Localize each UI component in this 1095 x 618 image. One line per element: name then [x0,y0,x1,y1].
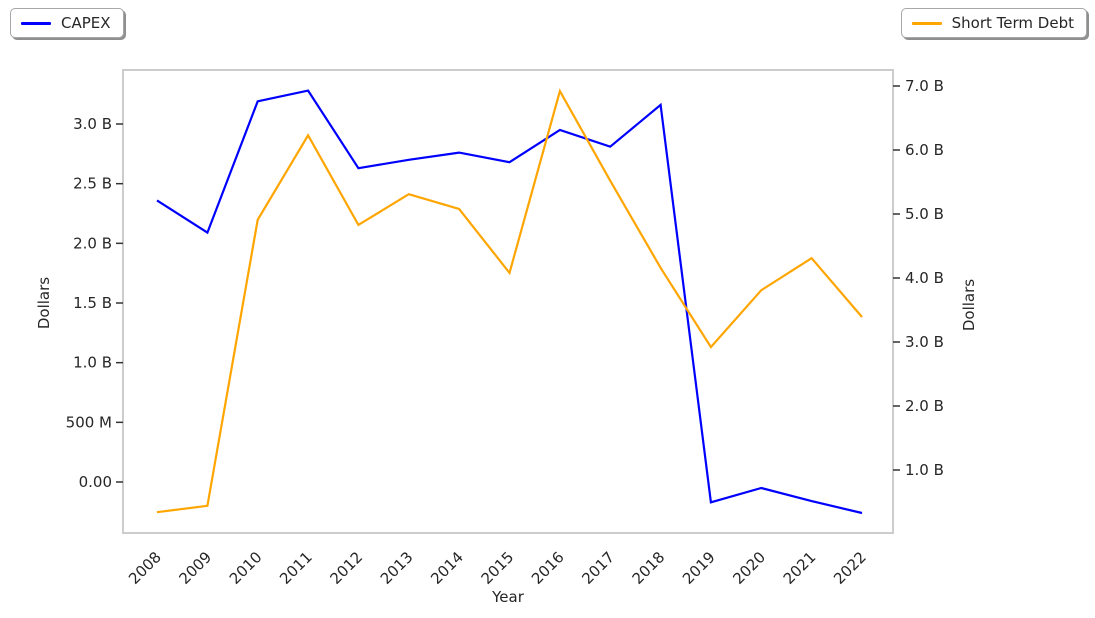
right-tick-label: 7.0 B [905,77,944,95]
x-tick-label: 2011 [276,548,316,588]
left-y-axis-label: Dollars [35,276,53,330]
right-tick-label: 3.0 B [905,333,944,351]
right-y-axis-label: Dollars [960,278,978,332]
x-tick-label: 2010 [226,548,266,588]
x-tick-label: 2022 [830,548,870,588]
plot-frame [122,69,894,534]
legend-capex-label: CAPEX [61,14,111,32]
series-line-short-term-debt [156,88,863,514]
x-tick-label: 2015 [478,548,518,588]
legend-capex: CAPEX [10,8,124,38]
x-tick-label: 2018 [629,548,669,588]
x-tick-label: 2008 [125,548,165,588]
x-tick-label: 2013 [377,548,417,588]
x-tick-label: 2021 [780,548,820,588]
left-tick-label: 1.0 B [73,354,112,372]
legend-short-term-debt: Short Term Debt [900,8,1087,38]
legend-short-term-debt-label: Short Term Debt [951,14,1074,32]
left-tick-label: 500 M [66,413,112,431]
x-tick-label: 2019 [679,548,719,588]
x-tick-label: 2014 [427,548,467,588]
left-tick-label: 1.5 B [73,294,112,312]
short-term-debt-line-sample [911,21,942,25]
x-axis-label: Year [492,588,524,606]
right-tick-label: 4.0 B [905,269,944,287]
x-tick-label: 2012 [327,548,367,588]
left-tick-label: 2.0 B [73,234,112,252]
left-tick-label: 2.5 B [73,175,112,193]
x-tick-label: 2017 [578,548,618,588]
series-line-capex [156,89,863,515]
right-tick-label: 5.0 B [905,205,944,223]
x-tick-label: 2009 [175,548,215,588]
right-tick-label: 6.0 B [905,141,944,159]
x-tick-label: 2016 [528,548,568,588]
x-tick-label: 2020 [729,548,769,588]
left-tick-label: 0.00 [79,473,112,491]
right-tick-label: 2.0 B [905,397,944,415]
left-tick-label: 3.0 B [73,115,112,133]
capex-line-sample [21,21,51,25]
right-tick-label: 1.0 B [905,461,944,479]
